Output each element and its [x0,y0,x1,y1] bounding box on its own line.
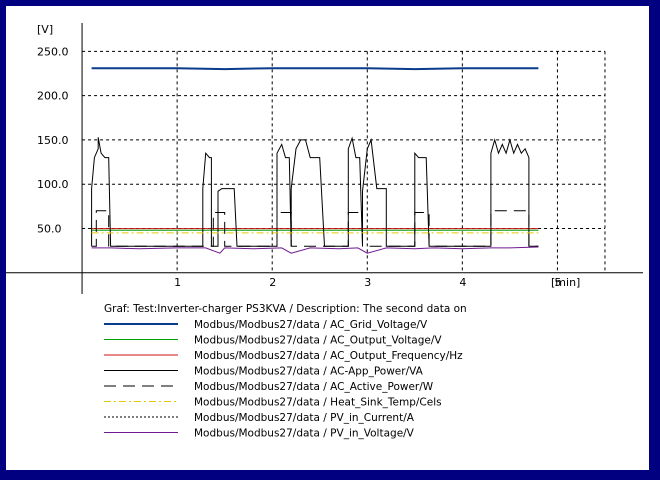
series-lines [91,67,539,254]
legend-entry-6: Modbus/Modbus27/data / Heat_Sink_Temp/Ce… [194,397,442,409]
legend-entry-7: Modbus/Modbus27/data / PV_in_Current/A [194,412,415,424]
legend-entry-2: Modbus/Modbus27/data / AC_Output_Voltage… [194,335,442,347]
axes [6,23,643,294]
chart-title: Graf: Test:Inverter-charger PS3KVA / Des… [104,303,467,315]
legend-entry-3: Modbus/Modbus27/data / AC_Output_Frequen… [194,350,463,362]
y-tick-label: 200.0 [37,90,69,103]
y-tick-label: 100.0 [37,178,69,191]
x-axis-unit: [min] [551,276,580,289]
y-tick-label: 250.0 [37,45,69,58]
y-tick-label: 150.0 [37,134,69,147]
series-line-5 [91,210,539,247]
legend: Modbus/Modbus27/data / AC_Grid_Voltage/V… [104,319,463,440]
x-tick-label: 5 [554,276,561,289]
series-line-8 [91,246,539,254]
y-tick-label: 50.0 [37,222,62,235]
x-tick-label: 1 [174,276,181,289]
legend-entry-5: Modbus/Modbus27/data / AC_Active_Power/W [194,381,434,393]
series-line-1 [91,67,539,71]
legend-entry-8: Modbus/Modbus27/data / PV_in_Voltage/V [194,428,415,440]
y-axis-label: [V] [37,23,53,36]
tick-labels: 50.0 100.0 150.0 200.0 250.0 1 2 3 4 5 [37,45,561,289]
x-tick-label: 3 [364,276,371,289]
chart-frame: 50.0 100.0 150.0 200.0 250.0 1 2 3 4 5 [V] [min] … [6,6,649,470]
legend-entry-4: Modbus/Modbus27/data / AC-App_Power/VA [194,366,424,378]
x-tick-label: 4 [459,276,466,289]
legend-entry-1: Modbus/Modbus27/data / AC_Grid_Voltage/V [194,319,428,331]
grid [82,50,606,273]
x-tick-label: 2 [269,276,276,289]
